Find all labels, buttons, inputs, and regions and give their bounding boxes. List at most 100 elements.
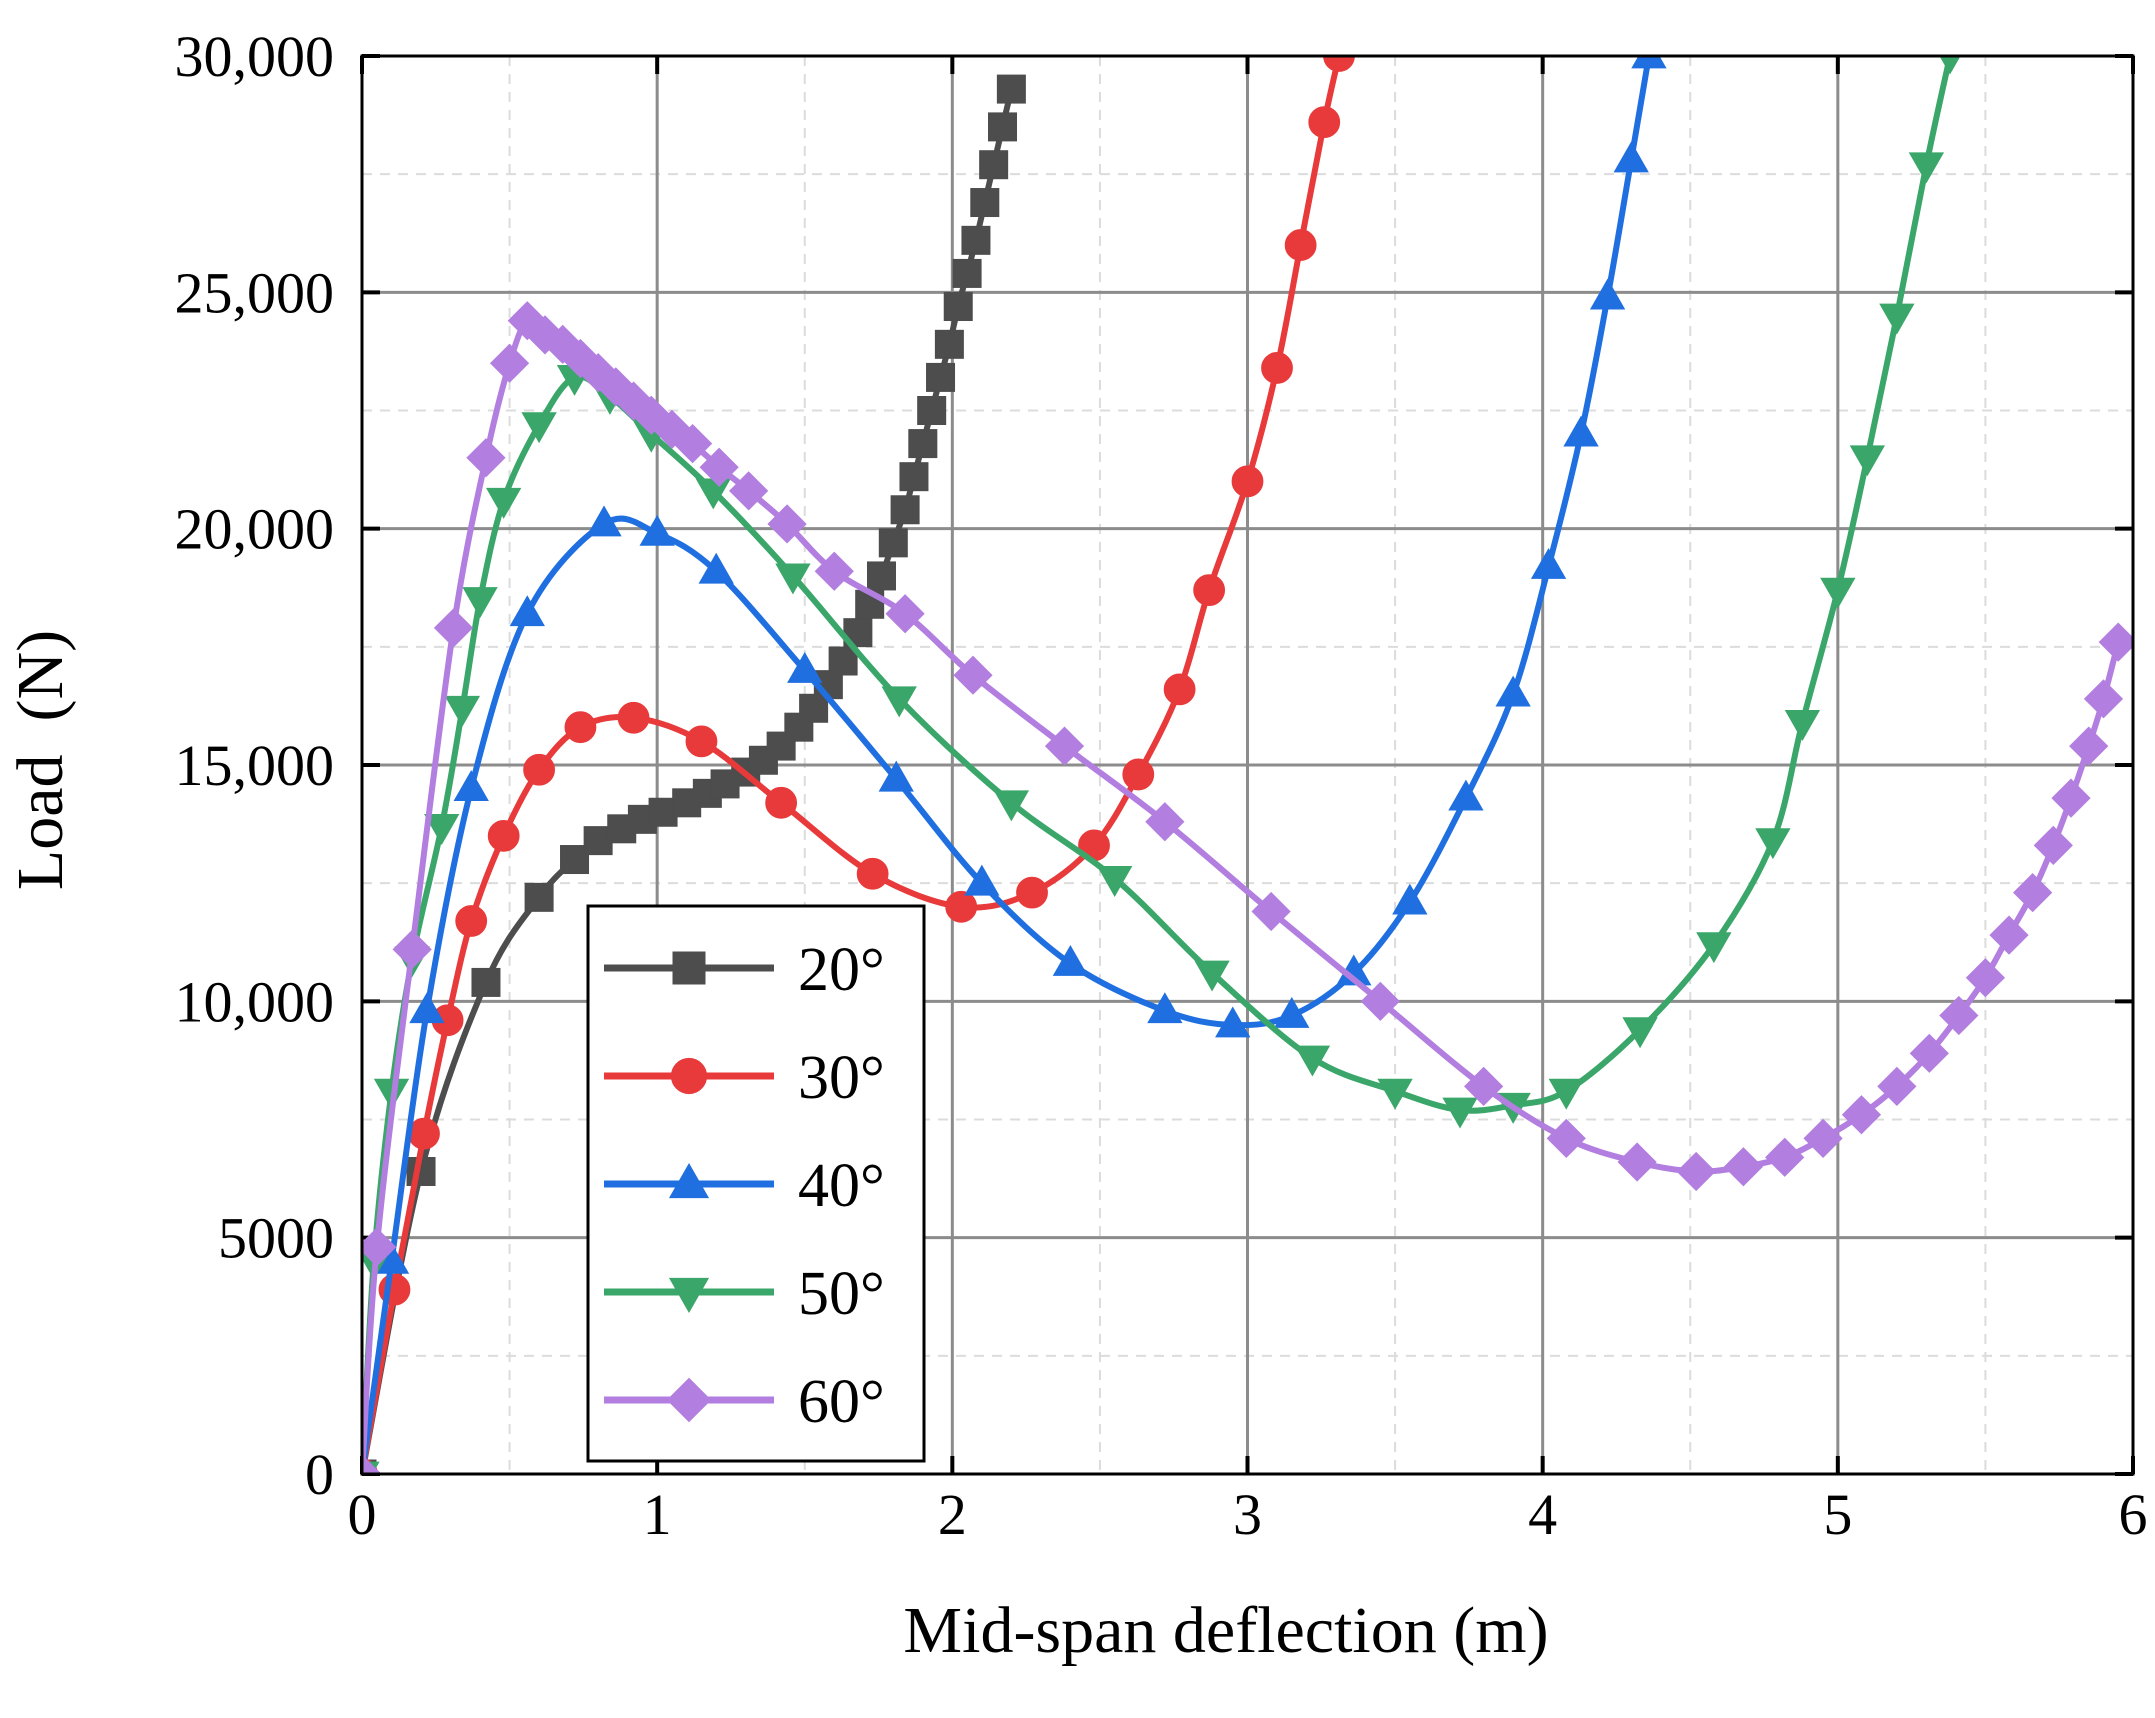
data-point (993, 790, 1030, 822)
data-point (523, 753, 555, 786)
series-3 (362, 56, 1667, 1474)
x-tick-label: 2 (938, 1482, 967, 1547)
data-point (729, 471, 769, 511)
legend-entry-1: 20° (604, 936, 885, 1004)
data-point (433, 608, 474, 648)
data-point (392, 929, 432, 969)
data-point (964, 864, 1000, 896)
legend-entry-2: 30° (604, 1044, 885, 1112)
data-point (1548, 1078, 1584, 1110)
y-tick-label: 30,000 (175, 24, 335, 89)
data-point (1820, 577, 1856, 609)
legend: 20° 30° 40° 50° 60° (586, 904, 926, 1463)
data-point (2083, 679, 2124, 719)
x-tick-label: 0 (348, 1482, 377, 1547)
data-point (1784, 710, 1821, 741)
data-point (1274, 997, 1310, 1028)
data-point (1631, 56, 1667, 69)
data-point (926, 362, 956, 392)
data-point (1392, 883, 1428, 915)
data-point (1495, 675, 1531, 707)
legend-label: 30° (798, 1044, 885, 1112)
data-point (775, 563, 811, 595)
data-point (1803, 1118, 1843, 1159)
data-point (2051, 778, 2091, 818)
data-point (2098, 622, 2133, 662)
data-point (1448, 779, 1484, 811)
data-point (881, 686, 917, 718)
data-point (455, 905, 488, 937)
data-point (424, 814, 460, 845)
data-point (1261, 352, 1293, 384)
data-point (899, 462, 929, 492)
plot-frame (360, 54, 2135, 1476)
data-point (1193, 574, 1226, 607)
data-point (1909, 1033, 1949, 1073)
data-point (1231, 465, 1264, 498)
data-point (945, 890, 978, 923)
y-tick-label: 5000 (218, 1206, 334, 1271)
data-point (486, 487, 522, 519)
data-point (617, 701, 650, 734)
data-point (521, 412, 557, 444)
data-point (1613, 141, 1649, 173)
data-point (885, 594, 925, 634)
data-point (1939, 56, 1961, 75)
data-point (1723, 1147, 1763, 1187)
data-point (1097, 866, 1133, 897)
data-point (1308, 106, 1341, 139)
data-point (1530, 547, 1567, 579)
data-point (890, 495, 920, 525)
data-point (866, 561, 896, 591)
data-point (1442, 1097, 1478, 1129)
data-point (917, 396, 947, 425)
data-point (1546, 1118, 1586, 1159)
data-point (856, 857, 889, 890)
data-point (1147, 992, 1183, 1024)
x-tick-label: 4 (1528, 1482, 1557, 1547)
data-point (1284, 229, 1317, 261)
legend-marker (672, 951, 706, 985)
legend-marker (668, 1162, 710, 1199)
data-point (639, 514, 675, 546)
x-tick-labels: 0 1 2 3 4 5 6 (348, 1482, 2148, 1547)
legend-marker (666, 1377, 712, 1423)
data-point (767, 504, 807, 544)
legend-marker (670, 1057, 708, 1095)
data-point (462, 587, 498, 619)
legend-entry-4: 50° (604, 1260, 885, 1328)
data-point (1044, 726, 1085, 766)
y-tick-label: 15,000 (175, 733, 335, 798)
data-point (362, 1227, 397, 1267)
legend-entry-5: 60° (604, 1368, 885, 1436)
y-tick-label: 25,000 (175, 260, 335, 325)
data-point (1052, 945, 1089, 976)
series-2 (362, 56, 1355, 1474)
data-point (765, 786, 798, 819)
data-point (1377, 1078, 1413, 1110)
legend-label: 40° (798, 1152, 885, 1220)
data-point (1908, 152, 1945, 184)
data-point (471, 967, 501, 997)
x-axis-label: Mid-span deflection (m) (903, 1594, 1548, 1667)
data-point (814, 551, 854, 591)
series-line (362, 56, 1953, 1474)
data-point (970, 188, 1000, 218)
data-point (1360, 981, 1400, 1021)
data-point (1676, 1151, 1716, 1192)
legend-label: 20° (798, 936, 885, 1004)
data-point (699, 447, 739, 487)
data-point (564, 711, 597, 744)
data-point (1122, 758, 1155, 791)
legend-entry-3: 40° (604, 1152, 885, 1220)
data-point (934, 329, 964, 359)
data-point (1294, 1045, 1331, 1077)
data-point (487, 820, 520, 852)
series-1 (362, 74, 1026, 1474)
data-point (409, 992, 445, 1024)
legend-label: 60° (798, 1368, 885, 1436)
data-point (996, 74, 1026, 104)
x-tick-label: 3 (1233, 1482, 1262, 1547)
data-point (466, 438, 506, 478)
